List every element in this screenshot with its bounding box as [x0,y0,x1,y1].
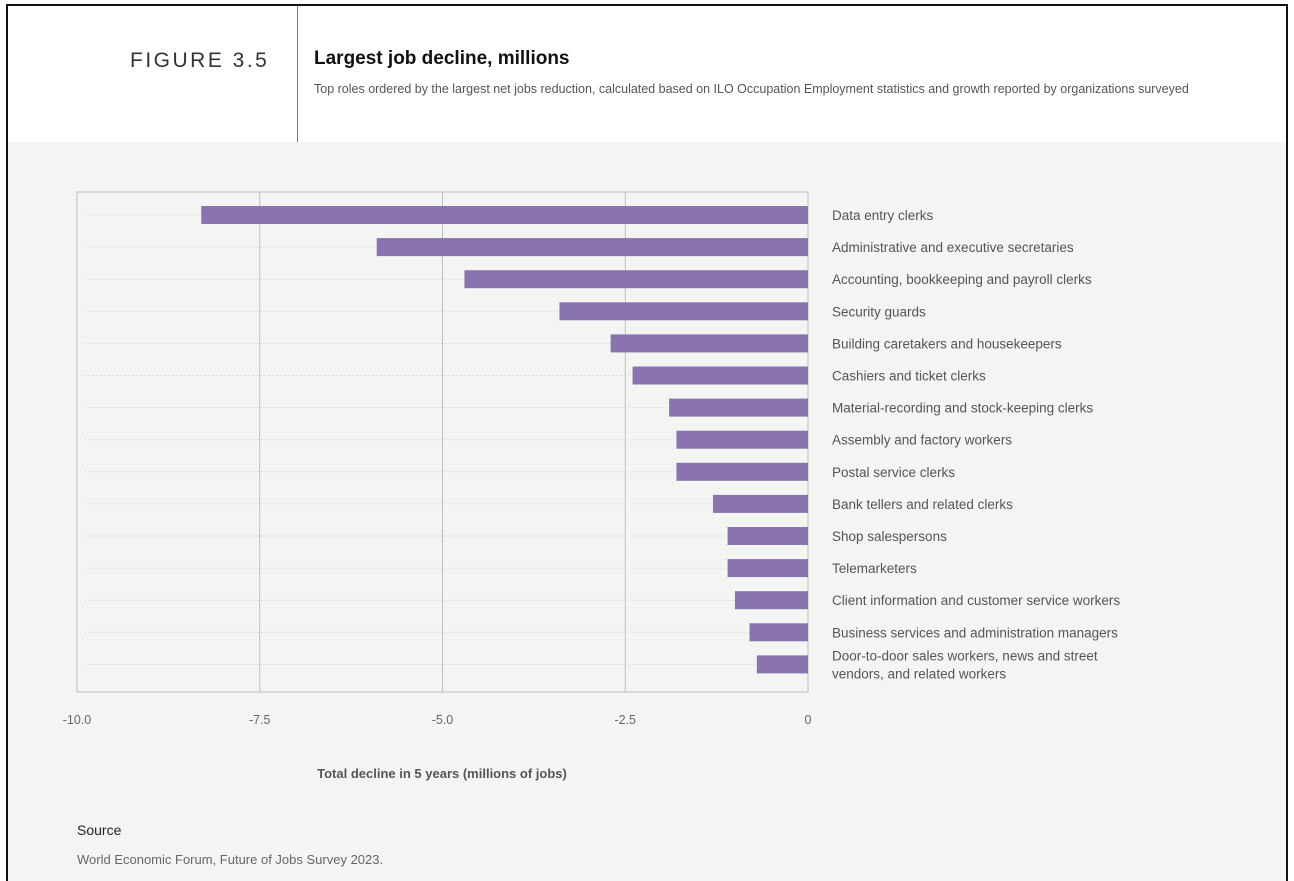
category-label: Client information and customer service … [832,593,1120,608]
bar-2 [464,270,808,289]
category-label: Building caretakers and housekeepers [832,336,1062,351]
category-label: Business services and administration man… [832,625,1118,640]
bar-5 [632,366,808,385]
category-label: Postal service clerks [832,465,955,480]
category-label: Accounting, bookkeeping and payroll cler… [832,272,1092,287]
bar-11 [727,559,808,578]
bar-8 [676,462,808,481]
bar-10 [727,527,808,545]
x-axis-label: Total decline in 5 years (millions of jo… [317,766,567,781]
figure-number: FIGURE 3.5 [130,49,270,72]
category-label: Cashiers and ticket clerks [832,369,986,384]
bar-4 [610,334,808,353]
chart-subtitle: Top roles ordered by the largest net job… [314,82,1189,96]
x-tick-label: -5.0 [432,713,454,727]
bar-chart: Data entry clerks Administrative and exec… [63,191,1120,781]
bar-3 [559,302,808,321]
category-label: Security guards [832,304,926,319]
bar-7 [676,430,808,449]
category-label: Assembly and factory workers [832,433,1012,448]
category-label: Administrative and executive secretaries [832,240,1074,255]
x-tick-label: -2.5 [614,713,636,727]
category-label: Bank tellers and related clerks [832,497,1013,512]
bar-12 [734,591,808,610]
bar-6 [669,398,808,417]
bar-14 [756,655,808,674]
chart-title: Largest job decline, millions [314,48,570,69]
category-label: Door-to-door sales workers, news and str… [832,648,1098,681]
figure-frame: FIGURE 3.5 Largest job decline, millions… [6,4,1288,881]
bar-0 [201,206,808,224]
source-heading: Source [77,822,122,838]
bar-1 [376,238,808,257]
x-tick-label: -7.5 [249,713,271,727]
bar-9 [712,494,808,513]
bar-13 [749,623,808,642]
category-label: Telemarketers [832,561,917,576]
category-label: Material-recording and stock-keeping cle… [832,401,1093,416]
category-label: Data entry clerks [832,208,934,223]
figure-header: FIGURE 3.5 Largest job decline, millions… [8,6,1286,142]
category-label: Shop salespersons [832,529,947,544]
x-tick-label: -10.0 [63,713,92,727]
x-tick-label: 0 [805,713,812,727]
header-divider [297,6,298,142]
source-text: World Economic Forum, Future of Jobs Sur… [77,852,384,867]
